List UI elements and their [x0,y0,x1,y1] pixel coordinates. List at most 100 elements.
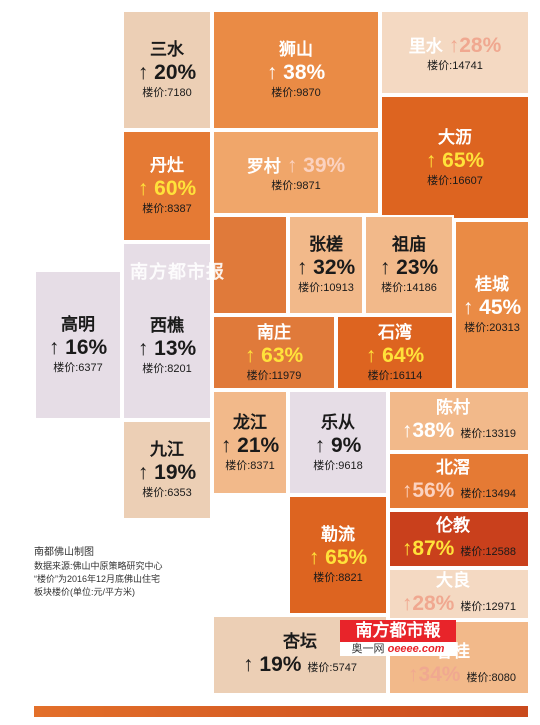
site-name: oeeee.com [387,643,445,655]
footer-note-1: “楼价”为2016年12月底佛山住宅 [34,574,161,584]
tile-price: 楼价:8201 [142,363,192,375]
tile-xiqiao: 西樵 ↑ 13% 楼价:8201 [122,242,212,420]
tile-name: 陈村 [436,398,470,417]
tile-daliang: 大良 ↑28% 楼价:12971 [388,568,530,620]
tile-gaoming: 高明 ↑ 16% 楼价:6377 [34,270,122,420]
tile-price: 楼价:5747 [307,662,357,674]
tile-pct: ↑ 45% [462,296,522,319]
tile-price: 楼价:9618 [313,459,363,472]
tile-price: 楼价:16607 [427,174,483,187]
up-arrow-icon: ↑ [137,461,149,484]
tile-pct: ↑ 39% [286,153,346,177]
tile-name: 乐从 [321,412,355,432]
tile-zumiao: 祖庙 ↑ 23% 楼价:14186 [364,215,454,315]
tile-name: 桂城 [475,275,509,294]
tile-chencun: 陈村 ↑38% 楼价:13319 [388,390,530,452]
tile-name: 狮山 [279,40,313,59]
tile-name: 勒流 [321,525,355,544]
up-arrow-icon: ↑ [401,592,413,615]
tile-price: 楼价:6377 [53,362,103,374]
tile-name: 三水 [150,40,184,59]
tile-danzao: 丹灶 ↑ 60% 楼价:8387 [122,130,212,242]
tile-pct: ↑87% [401,537,455,560]
tile-jiujiang: 九江 ↑ 19% 楼价:6353 [122,420,212,520]
tile-guicheng: 桂城 ↑ 45% 楼价:20313 [454,220,530,390]
tile-name: 九江 [150,440,184,459]
tile-price: 楼价:14186 [381,282,437,294]
up-arrow-icon: ↑ [244,343,256,367]
tile-pct: ↑ 38% [266,61,326,84]
tile-price: 楼价:16114 [367,369,423,382]
tile-price: 楼价:20313 [464,322,520,334]
tile-price: 楼价:13494 [460,488,516,500]
up-arrow-icon: ↑ [220,433,232,457]
newspaper-logo-text: 南方都市報 [340,620,456,642]
footer-source: 数据来源:佛山中原策略研究中心 [34,561,163,571]
tile-lishui: 里水 ↑28% 楼价:14741 [380,10,530,95]
bottom-accent-bar [34,706,528,717]
footer-title: 南都佛山制图 [34,547,94,558]
tile-name: 高明 [61,315,95,334]
tile-dali: 大沥 ↑ 65% 楼价:16607 [380,95,530,220]
tile-pct: ↑28% [448,33,502,57]
tile-pct: ↑ 60% [137,177,197,200]
tile-price: 楼价:8371 [225,459,275,472]
tile-pct: ↑34% [407,662,461,686]
tile-price: 楼价:9870 [271,87,321,99]
tile-sanshui: 三水 ↑ 20% 楼价:7180 [122,10,212,130]
up-arrow-icon: ↑ [462,296,474,319]
up-arrow-icon: ↑ [137,61,149,84]
up-arrow-icon: ↑ [379,256,391,279]
tile-name: 张槎 [309,235,343,254]
tile-pct: ↑ 63% [244,343,304,367]
up-arrow-icon: ↑ [365,343,377,367]
tile-price: 楼价:8387 [142,203,192,215]
up-arrow-icon: ↑ [243,653,254,676]
tile-pct: ↑56% [401,479,455,502]
tile-pct: ↑ 9% [314,433,362,457]
up-arrow-icon: ↑ [425,148,437,172]
tile-pct: ↑ 20% [137,61,197,84]
tile-price: 楼价:10913 [298,282,354,294]
up-arrow-icon: ↑ [401,419,413,442]
tile-price: 楼价:12588 [460,546,516,558]
tile-lunjiao: 伦教 ↑87% 楼价:12588 [388,510,530,568]
up-arrow-icon: ↑ [407,662,419,686]
tile-beijiao: 北滘 ↑56% 楼价:13494 [388,452,530,510]
tile-nanzhuang: 南庄 ↑ 63% 楼价:11979 [212,315,336,390]
tile-name: 祖庙 [392,235,426,254]
tile-pct: ↑ 65% [425,148,485,172]
tile-luocun: 罗村 ↑ 39% 楼价:9871 [212,130,380,215]
tile-pct: ↑ 64% [365,343,425,367]
tile-nanzhuang-upper [212,215,288,315]
tile-pct: ↑ 32% [296,256,356,279]
tile-price: 楼价:14741 [427,59,483,72]
up-arrow-icon: ↑ [448,33,460,57]
tile-price: 楼价:9871 [271,179,321,192]
tile-price: 楼价:13319 [460,428,516,440]
tile-shishan: 狮山 ↑ 38% 楼价:9870 [212,10,380,130]
tile-pct: ↑28% [401,592,455,615]
up-arrow-icon: ↑ [266,61,278,84]
tile-leliu: 勒流 ↑ 65% 楼价:8821 [288,495,388,615]
tile-name: 大沥 [438,127,472,147]
tile-name: 大良 [436,571,470,590]
tile-name: 石湾 [378,322,412,342]
newspaper-logo-badge: 南方都市報 奥一网 oeeee.com [340,620,456,656]
tile-price: 楼价:8080 [466,671,516,684]
footer-notes: 南都佛山制图 数据来源:佛山中原策略研究中心 “楼价”为2016年12月底佛山住… [34,546,234,599]
tile-name: 南庄 [257,322,291,342]
tile-zhangcha: 张槎 ↑ 32% 楼价:10913 [288,215,364,315]
tile-longjiang: 龙江 ↑ 21% 楼价:8371 [212,390,288,495]
tile-price: 楼价:6353 [142,487,192,499]
tile-pct: ↑ 16% [48,336,108,359]
tile-name: 杏坛 [283,632,317,651]
tile-pct: ↑ 19% [137,461,197,484]
up-arrow-icon: ↑ [401,479,413,502]
up-arrow-icon: ↑ [308,546,320,569]
tile-name: 北滘 [436,458,470,477]
tile-lecong: 乐从 ↑ 9% 楼价:9618 [288,390,388,495]
tile-price: 楼价:12971 [460,601,516,613]
tile-name: 西樵 [150,316,184,335]
tile-name: 罗村 [246,156,281,176]
